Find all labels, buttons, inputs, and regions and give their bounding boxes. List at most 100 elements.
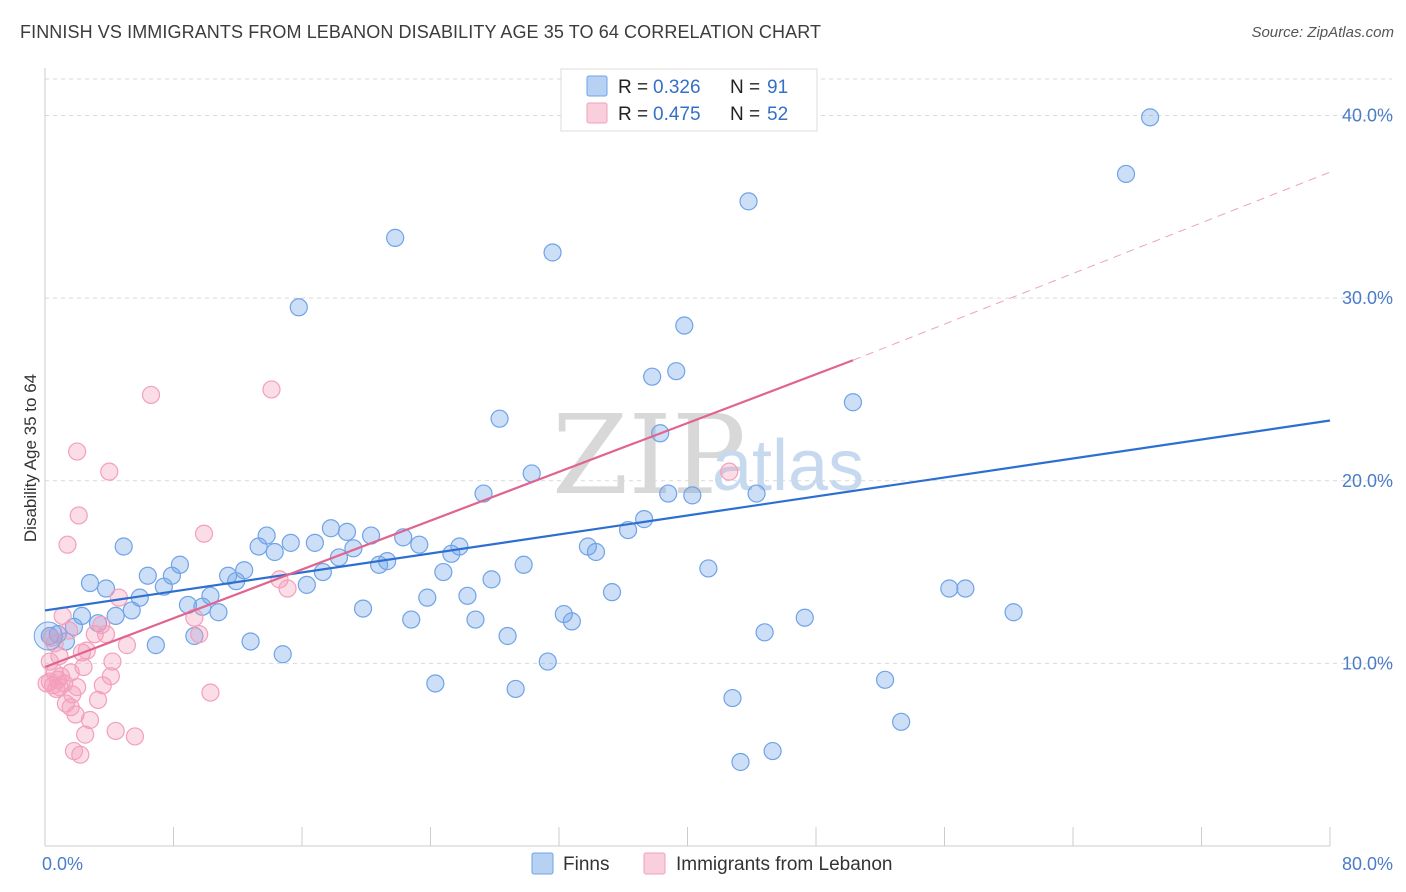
- finns-point-83: [795, 608, 814, 627]
- stats-legend: R = 0.326 N = 91 R = 0.475 N = 52: [560, 68, 818, 132]
- data-points: [33, 108, 1160, 772]
- legend-n-label-lebanon: N =: [730, 104, 760, 125]
- legend-r-label-lebanon: R =: [618, 104, 648, 125]
- y-tick-label-0: 10.0%: [1342, 653, 1393, 673]
- legend-r-value-finns: 0.326: [653, 77, 701, 98]
- trend-line-extension-1: [852, 171, 1331, 361]
- lebanon-point-45: [720, 462, 739, 481]
- finns-point-43: [386, 228, 405, 247]
- lebanon-point-21: [74, 657, 93, 677]
- finns-point-76: [699, 559, 718, 578]
- lebanon-point-44: [278, 579, 297, 598]
- finns-point-53: [466, 610, 485, 629]
- finns-point-75: [683, 486, 702, 505]
- finns-point-5: [80, 573, 100, 593]
- lebanon-point-33: [106, 721, 125, 741]
- series-points-1: [37, 380, 739, 764]
- finns-point-78: [731, 752, 750, 772]
- finns-point-cluster: [33, 621, 63, 651]
- legend-n-label-finns: N =: [730, 77, 760, 98]
- finns-point-8: [106, 606, 125, 626]
- finns-point-82: [763, 741, 782, 761]
- finns-point-51: [450, 537, 469, 556]
- finns-point-90: [1116, 164, 1136, 184]
- lebanon-point-12: [59, 621, 79, 640]
- finns-point-87: [940, 579, 959, 598]
- finns-point-27: [257, 526, 276, 545]
- series-legend-swatch-finns: [531, 852, 554, 875]
- finns-point-58: [506, 679, 525, 699]
- finns-point-39: [353, 599, 373, 618]
- axes: [44, 68, 1331, 847]
- chart-source: Source: ZipAtlas.com: [1251, 24, 1394, 41]
- series-legend: Finns Immigrants from Lebanon: [531, 852, 893, 875]
- finns-point-35: [321, 519, 341, 538]
- finns-point-85: [875, 670, 895, 689]
- x-tick-labels: 0.0% 80.0%: [42, 854, 1393, 874]
- lebanon-point-22: [76, 725, 95, 744]
- finns-point-77: [723, 688, 742, 708]
- finns-point-12: [138, 566, 157, 585]
- finns-point-32: [297, 575, 316, 594]
- lebanon-point-39: [190, 625, 209, 644]
- finns-point-66: [586, 542, 606, 562]
- finns-point-21: [209, 603, 228, 622]
- lebanon-point-11: [58, 535, 77, 554]
- series-points-0: [40, 108, 1160, 772]
- lebanon-point-32: [103, 652, 122, 671]
- finns-point-28: [265, 542, 284, 562]
- lebanon-point-50: [45, 634, 64, 653]
- finns-point-81: [755, 623, 774, 642]
- finns-point-9: [114, 537, 133, 556]
- finns-point-31: [289, 298, 308, 317]
- finns-point-69: [635, 510, 654, 529]
- legend-n-value-finns: 91: [767, 77, 788, 98]
- y-tick-labels: 10.0% 20.0% 30.0% 40.0%: [1342, 106, 1393, 674]
- lebanon-point-26: [88, 690, 108, 710]
- finns-point-46: [410, 535, 429, 554]
- chart-title: FINNISH VS IMMIGRANTS FROM LEBANON DISAB…: [20, 22, 822, 42]
- lebanon-point-18: [69, 506, 88, 525]
- legend-r-label-finns: R =: [618, 77, 648, 98]
- finns-point-88: [956, 579, 975, 598]
- lebanon-point-29: [96, 625, 116, 644]
- legend-swatch-lebanon: [586, 102, 608, 124]
- series-legend-label-finns: Finns: [563, 854, 609, 875]
- lebanon-point-27: [92, 615, 111, 635]
- finns-point-59: [514, 555, 533, 574]
- y-tick-label-1: 20.0%: [1342, 471, 1393, 491]
- finns-point-89: [1004, 603, 1023, 622]
- lebanon-point-49: [68, 678, 87, 697]
- finns-point-47: [418, 588, 437, 607]
- finns-point-62: [543, 243, 562, 262]
- finns-point-30: [281, 533, 300, 552]
- finns-point-24: [235, 561, 254, 580]
- finns-point-56: [490, 409, 509, 428]
- lebanon-point-41: [201, 683, 220, 702]
- finns-point-13: [146, 636, 165, 655]
- finns-point-16: [170, 555, 190, 574]
- y-axis-label: Disability Age 35 to 64: [21, 374, 40, 542]
- y-tick-label-3: 40.0%: [1342, 106, 1393, 126]
- lebanon-point-40: [194, 524, 214, 543]
- trend-line-0: [44, 419, 1331, 612]
- finns-point-57: [498, 626, 517, 646]
- finns-point-48: [426, 674, 445, 693]
- finns-point-55: [482, 570, 501, 589]
- lebanon-point-46: [42, 628, 61, 647]
- finns-point-80: [747, 484, 766, 503]
- y-tick-label-2: 30.0%: [1342, 288, 1393, 308]
- finns-point-73: [667, 362, 686, 381]
- x-tick-label-1: 80.0%: [1342, 854, 1393, 874]
- lebanon-point-24: [80, 710, 100, 730]
- legend-r-value-lebanon: 0.475: [653, 104, 701, 125]
- lebanon-point-17: [68, 442, 87, 461]
- legend-n-value-lebanon: 52: [767, 104, 788, 125]
- finns-point-33: [305, 533, 324, 552]
- finns-point-70: [643, 367, 662, 386]
- finns-point-7: [96, 579, 116, 598]
- series-legend-swatch-lebanon: [643, 852, 666, 875]
- finns-point-4: [72, 606, 92, 626]
- legend-swatch-finns: [586, 75, 608, 97]
